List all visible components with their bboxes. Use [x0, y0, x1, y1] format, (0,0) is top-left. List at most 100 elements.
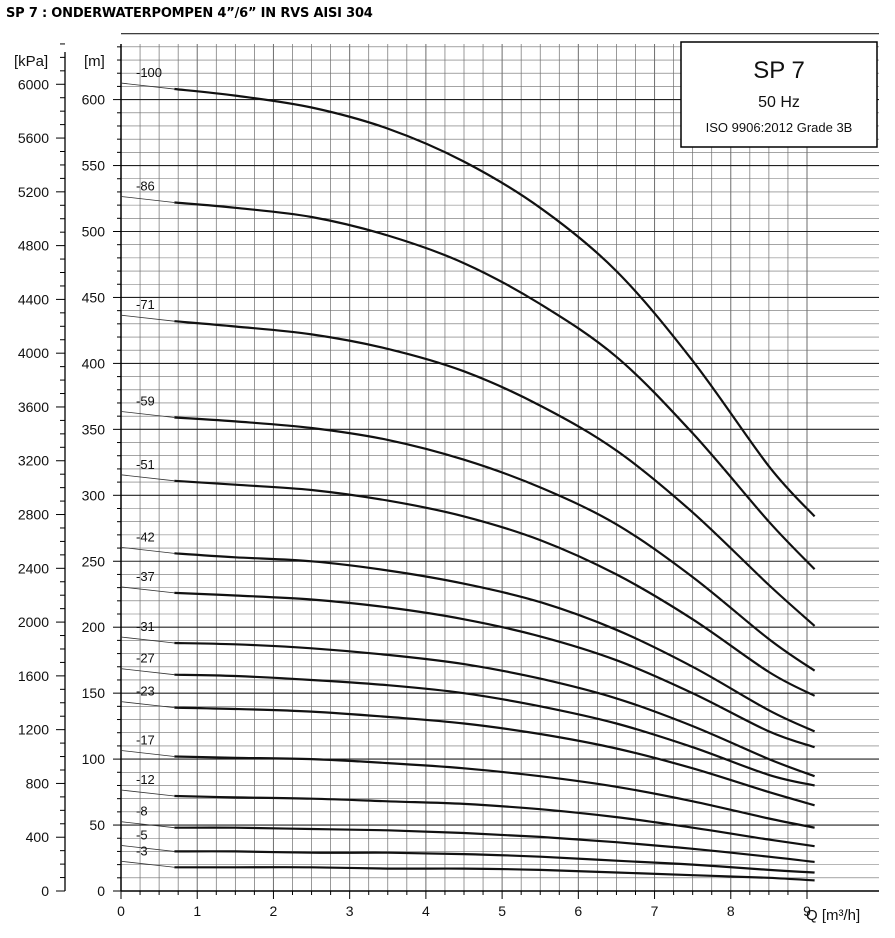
- series-line: [174, 866, 815, 882]
- series-leader-line: [120, 668, 175, 676]
- y-tick-label: 550: [82, 158, 106, 174]
- grid: [121, 33, 879, 891]
- series-line: [174, 826, 815, 864]
- x-tick-label: 6: [574, 903, 582, 919]
- y-tick-label: 250: [82, 553, 106, 569]
- series-leader-line: [120, 314, 175, 322]
- series-label: -86: [136, 178, 155, 193]
- x-tick-label: 9: [803, 903, 811, 919]
- x-axis-label: Q [m³/h]: [806, 907, 860, 924]
- series-stage-42: -42: [120, 529, 816, 733]
- y2-tick-label: 400: [26, 829, 50, 845]
- page-title: SP 7 : ONDERWATERPOMPEN 4”/6” IN RVS AIS…: [6, 6, 373, 21]
- y2-tick-label: 5600: [18, 130, 49, 146]
- y2-tick-label: 5200: [18, 184, 49, 200]
- series-stage-31: -31: [120, 619, 815, 778]
- x-tick-label: 8: [727, 903, 735, 919]
- y2-tick-label: 2000: [18, 614, 49, 630]
- series-stage-3: -3: [120, 843, 815, 882]
- y2-tick-label: 1600: [18, 668, 49, 684]
- series-leader-line: [120, 474, 175, 482]
- info-box-frequency: 50 Hz: [758, 94, 800, 111]
- series-leader-line: [120, 636, 175, 644]
- curves: -100 -86 -71 -59 -51 -42 -37 -31 -27 -23 -17 -12 -8 -…: [120, 65, 816, 882]
- series-label: -59: [136, 393, 155, 408]
- series-line: [174, 87, 816, 518]
- series-label: -17: [136, 732, 155, 747]
- series-line: [174, 201, 816, 570]
- y-tick-label: 50: [89, 817, 105, 833]
- series-line: [174, 416, 816, 672]
- x-tick-label: 1: [193, 903, 201, 919]
- series-line: [174, 794, 815, 848]
- series-label: -27: [136, 651, 155, 666]
- y-tick-label: 350: [82, 421, 106, 437]
- y2-tick-label: 4400: [18, 291, 49, 307]
- y2-tick-label: 1200: [18, 722, 49, 738]
- series-label: -51: [136, 457, 155, 472]
- y2-tick-label: 3200: [18, 453, 49, 469]
- series-line: [174, 552, 816, 733]
- y-tick-label: 500: [82, 224, 106, 240]
- y-tick-label: 0: [97, 883, 105, 899]
- y-tick-label: 600: [82, 92, 106, 108]
- series-leader-line: [120, 196, 175, 203]
- x-tick-label: 0: [117, 903, 125, 919]
- x-tick-label: 3: [346, 903, 354, 919]
- series-stage-59: -59: [120, 393, 816, 672]
- series-line: [174, 850, 815, 874]
- series-leader-line: [120, 750, 175, 757]
- y-axis-label: [m]: [84, 53, 105, 70]
- series-leader-line: [120, 411, 175, 418]
- series-line: [174, 591, 815, 749]
- series-leader-line: [120, 789, 175, 797]
- y-tick-label: 300: [82, 487, 106, 503]
- x-tick-label: 7: [651, 903, 659, 919]
- series-stage-51: -51: [120, 457, 816, 697]
- y2-tick-label: 2400: [18, 560, 49, 576]
- series-line: [174, 641, 815, 778]
- series-label: -71: [136, 297, 155, 312]
- series-leader-line: [120, 701, 175, 709]
- series-stage-100: -100: [120, 65, 816, 518]
- series-line: [174, 673, 815, 787]
- series-label: -100: [136, 65, 162, 80]
- y2-tick-label: 4000: [18, 345, 49, 361]
- x-tick-label: 4: [422, 903, 430, 919]
- series-stage-27: -27: [120, 651, 815, 787]
- y2-tick-label: 6000: [18, 76, 49, 92]
- series-line: [174, 479, 816, 697]
- series-stage-5: -5: [120, 827, 815, 874]
- series-stage-86: -86: [120, 178, 816, 570]
- info-box-standard: ISO 9906:2012 Grade 3B: [706, 120, 853, 135]
- y2-axis-label: [kPa]: [14, 53, 48, 70]
- series-label: -37: [136, 569, 155, 584]
- series-stage-17: -17: [120, 732, 815, 829]
- series-stage-12: -12: [120, 772, 815, 848]
- series-leader-line: [120, 82, 175, 90]
- y-tick-label: 200: [82, 619, 106, 635]
- series-stage-23: -23: [120, 684, 815, 807]
- info-box: SP 7 50 Hz ISO 9906:2012 Grade 3B: [680, 41, 878, 148]
- series-label: -5: [136, 827, 148, 842]
- y-tick-label: 100: [82, 751, 106, 767]
- series-label: -8: [136, 804, 148, 819]
- y2-tick-label: 4800: [18, 238, 49, 254]
- info-box-title: SP 7: [753, 57, 805, 84]
- series-label: -23: [136, 684, 155, 699]
- series-line: [174, 755, 815, 829]
- y2-tick-label: 3600: [18, 399, 49, 415]
- series-label: -3: [136, 843, 148, 858]
- series-line: [174, 706, 815, 807]
- series-label: -31: [136, 619, 155, 634]
- series-label: -12: [136, 772, 155, 787]
- series-stage-37: -37: [120, 569, 815, 749]
- y-tick-label: 150: [82, 685, 106, 701]
- series-label: -42: [136, 529, 155, 544]
- series-leader-line: [120, 586, 175, 594]
- series-leader-line: [120, 821, 175, 829]
- axes: 0501001502002503003504004505005506000400…: [18, 43, 879, 919]
- x-tick-label: 5: [498, 903, 506, 919]
- series-line: [174, 320, 816, 627]
